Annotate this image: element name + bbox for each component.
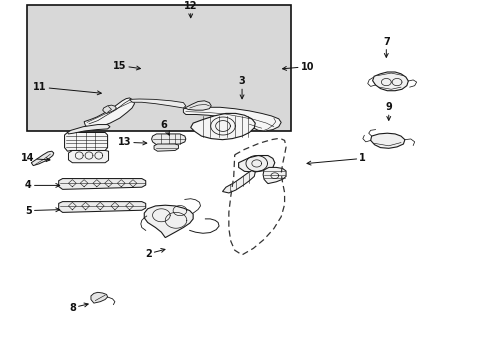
Polygon shape — [372, 72, 407, 91]
Polygon shape — [64, 132, 107, 151]
Polygon shape — [238, 156, 274, 172]
Polygon shape — [84, 98, 134, 128]
Polygon shape — [59, 179, 145, 189]
Text: 11: 11 — [33, 82, 101, 95]
Polygon shape — [370, 133, 404, 148]
Polygon shape — [184, 101, 211, 110]
Polygon shape — [68, 150, 108, 163]
Text: 8: 8 — [69, 303, 88, 313]
Polygon shape — [183, 107, 281, 131]
Text: 5: 5 — [25, 206, 60, 216]
Polygon shape — [263, 167, 285, 184]
Text: 1: 1 — [306, 153, 366, 165]
Text: 3: 3 — [238, 76, 245, 99]
Polygon shape — [154, 144, 178, 151]
Polygon shape — [129, 99, 185, 108]
Text: 7: 7 — [382, 37, 389, 57]
Polygon shape — [222, 171, 255, 193]
Polygon shape — [151, 134, 185, 145]
Polygon shape — [59, 202, 145, 212]
Polygon shape — [91, 292, 107, 303]
Polygon shape — [67, 125, 110, 134]
Text: 2: 2 — [144, 248, 164, 259]
Text: 12: 12 — [183, 1, 197, 18]
Text: 14: 14 — [20, 153, 50, 163]
Bar — [27, 5, 290, 131]
Text: 15: 15 — [112, 60, 140, 71]
Polygon shape — [144, 205, 193, 238]
Polygon shape — [31, 151, 54, 166]
Text: 10: 10 — [282, 62, 314, 72]
Text: 9: 9 — [385, 102, 391, 120]
Text: 6: 6 — [160, 120, 169, 135]
Polygon shape — [102, 105, 116, 113]
Text: 4: 4 — [25, 180, 60, 190]
Polygon shape — [190, 113, 255, 140]
Text: 13: 13 — [117, 137, 146, 147]
